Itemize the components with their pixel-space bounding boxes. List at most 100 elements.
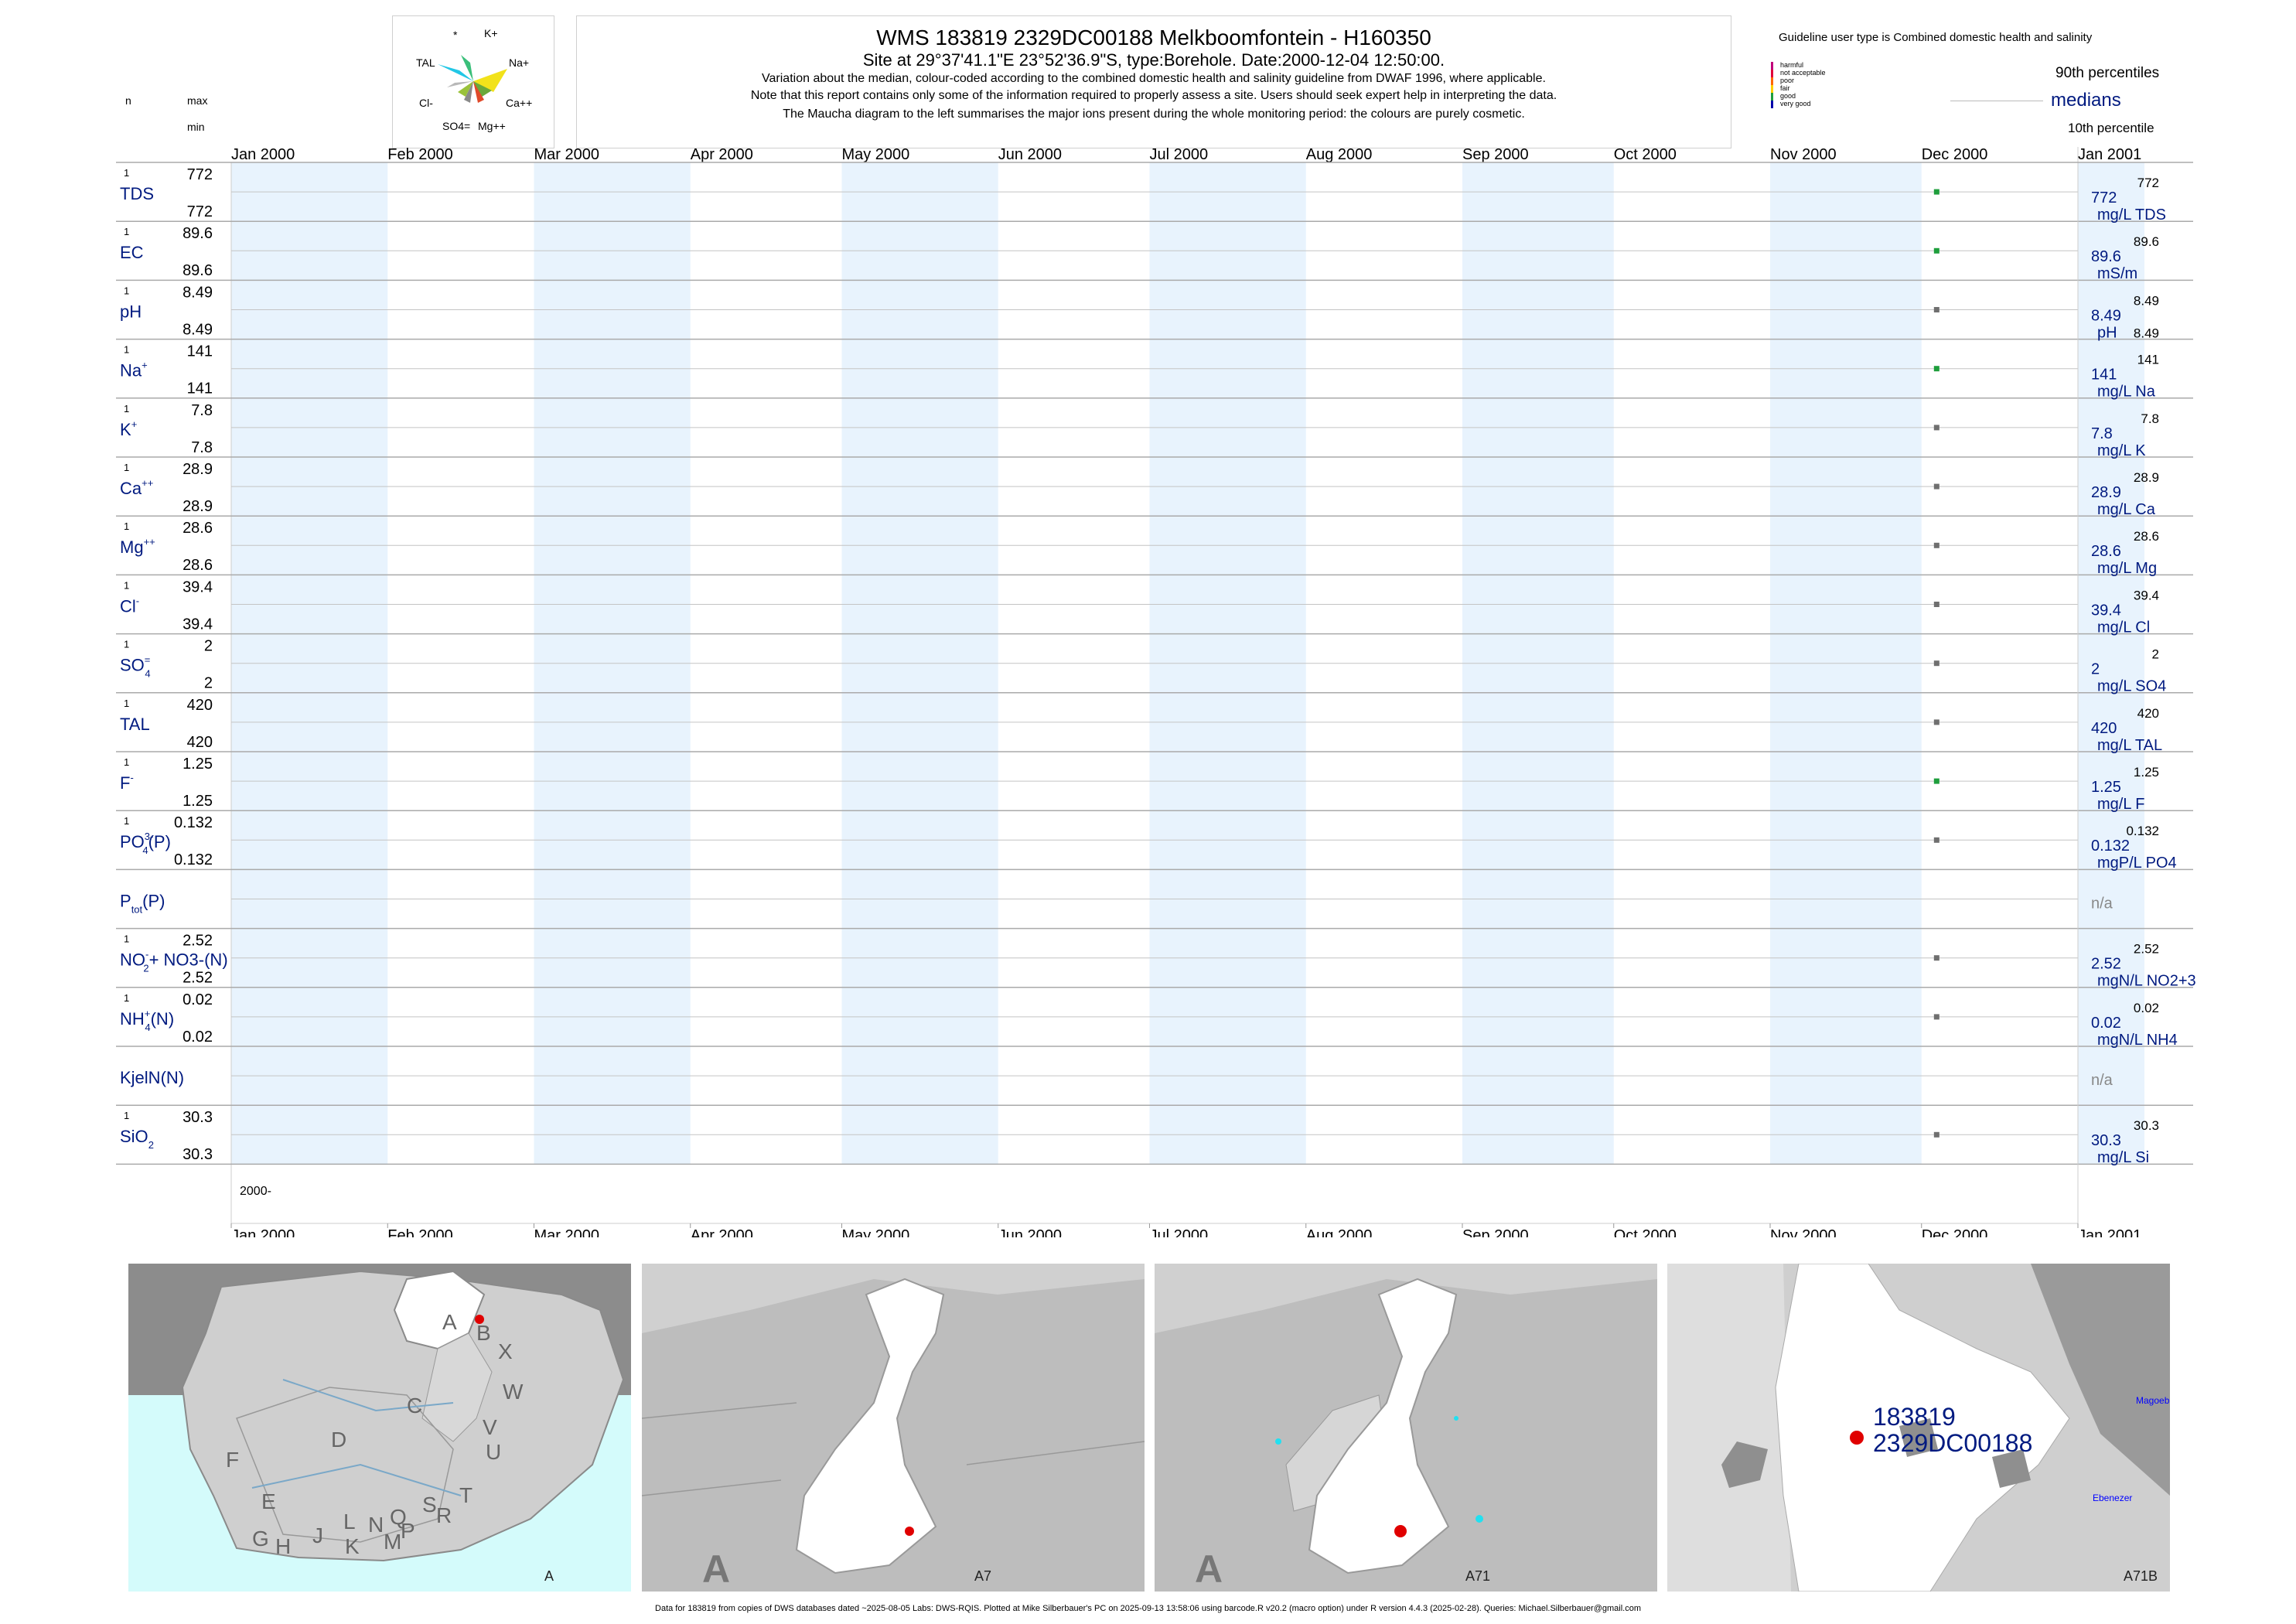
max-value: 2.52: [183, 933, 213, 950]
n-value: 1: [124, 698, 129, 709]
min-value: 1.25: [183, 793, 213, 810]
min-value: 8.49: [183, 321, 213, 338]
max-value: 2: [204, 638, 213, 655]
max-value: 8.49: [183, 284, 213, 301]
note-line: Note that this report contains only some…: [750, 89, 1557, 102]
p90-value: 28.6: [2134, 529, 2159, 544]
min-value: 28.9: [183, 498, 213, 515]
drainage-region-letter: M: [384, 1530, 402, 1554]
site-line: Site at 29°37'41.1"E 23°52'36.9"S, type:…: [862, 50, 1445, 70]
month-tick-label: Mar 2000: [534, 146, 599, 163]
unit-label: mgP/L PO4: [2097, 855, 2177, 872]
sample-point: [1933, 955, 1939, 961]
month-tick-label: Sep 2000: [1462, 146, 1529, 163]
min-value: 2.52: [183, 970, 213, 987]
min-value: 0.02: [183, 1029, 213, 1046]
n-header: n: [125, 94, 131, 107]
max-value: 772: [187, 166, 213, 183]
month-tick-label: Feb 2000: [387, 1227, 453, 1237]
month-tick-label: Nov 2000: [1770, 146, 1837, 163]
unit-label: mg/L SO4: [2097, 678, 2166, 695]
p90-value: 28.9: [2134, 470, 2159, 485]
unit-label: mS/m: [2097, 265, 2137, 282]
maucha-label: Ca++: [506, 97, 533, 109]
maucha-label: *: [453, 29, 458, 41]
p90-value: 2: [2152, 647, 2159, 662]
n-value: 1: [124, 520, 129, 532]
parameter-label: Na+: [120, 360, 148, 380]
maucha-glyph: [438, 55, 507, 103]
note-line: The Maucha diagram to the left summarise…: [783, 107, 1525, 121]
median-label: medians: [2051, 90, 2121, 111]
median-value: 2.52: [2091, 956, 2121, 973]
map-a71b: 183819 2329DC00188 Magoeb Ebenezer A71B: [1667, 1264, 2170, 1592]
parameter-label: Ca++: [120, 477, 153, 498]
p90-value: 30.3: [2134, 1118, 2159, 1133]
drainage-region-letter: R: [436, 1503, 452, 1527]
site-marker: [475, 1315, 484, 1324]
parameter-label: K+: [120, 418, 137, 439]
min-value: 7.8: [191, 439, 213, 456]
median-value: 0.132: [2091, 838, 2130, 855]
note-line: Variation about the median, colour-coded…: [762, 72, 1546, 85]
median-value: 89.6: [2091, 248, 2121, 265]
median-value: 39.4: [2091, 602, 2121, 619]
drainage-region-letter: H: [275, 1534, 292, 1558]
unit-label: mgN/L NO2+3: [2097, 973, 2196, 990]
maucha-label: Cl-: [419, 97, 433, 109]
month-tick-label: Jan 2001: [2078, 1227, 2141, 1237]
n-value: 1: [124, 462, 129, 473]
month-tick-label: Jan 2000: [231, 1227, 295, 1237]
map-code: A7: [974, 1568, 992, 1584]
month-tick-label: Oct 2000: [1614, 146, 1677, 163]
unit-label: mg/L TDS: [2097, 206, 2166, 223]
maucha-label: K+: [484, 27, 498, 39]
sample-point: [1933, 1014, 1939, 1020]
site-code-label: 2329DC00188: [1873, 1429, 2033, 1457]
n-value: 1: [124, 344, 129, 356]
min-value: 39.4: [183, 616, 213, 633]
min-value: 2: [204, 675, 213, 692]
p90-value: 8.49: [2134, 293, 2159, 308]
median-value: 141: [2091, 367, 2117, 384]
parameter-label: TDS: [120, 184, 154, 203]
month-tick-label: Dec 2000: [1922, 146, 1988, 163]
min-value: 772: [187, 203, 213, 220]
parameter-label: EC: [120, 243, 144, 262]
median-value: 2: [2091, 661, 2100, 678]
max-value: 7.8: [191, 402, 213, 419]
max-value: 28.9: [183, 461, 213, 478]
site-marker: [1394, 1525, 1407, 1537]
sample-point: [1933, 778, 1939, 784]
sample-point: [1933, 542, 1939, 548]
guideline-text: Guideline user type is Combined domestic…: [1779, 31, 2093, 44]
parameter-label: SO= 4: [120, 654, 151, 680]
report-title: WMS 183819 2329DC00188 Melkboomfontein -…: [876, 26, 1431, 49]
unit-label: mg/L Cl: [2097, 619, 2150, 636]
month-tick-label: Nov 2000: [1770, 1227, 1837, 1237]
maucha-label: Mg++: [478, 120, 506, 132]
min-value: 0.132: [174, 851, 213, 868]
map-code: A71: [1465, 1568, 1491, 1584]
p90-value: 89.6: [2134, 234, 2159, 249]
month-tick-label: Jul 2000: [1149, 146, 1208, 163]
median-value: 8.49: [2091, 307, 2121, 324]
drainage-region-letter: T: [459, 1483, 473, 1507]
month-tick-label: Jan 2000: [231, 146, 295, 163]
guideline-class-label: very good: [1780, 100, 1811, 107]
max-value: 1.25: [183, 756, 213, 773]
unit-label: mg/L Mg: [2097, 560, 2157, 577]
month-tick-label: Feb 2000: [387, 146, 453, 163]
map-code: A71B: [2124, 1568, 2158, 1584]
median-na: n/a: [2091, 895, 2113, 912]
parameter-label: KjelN(N): [120, 1068, 184, 1087]
guideline-class-swatch: [1771, 62, 1773, 70]
n-value: 1: [124, 403, 129, 415]
max-value: 0.132: [174, 814, 213, 831]
drainage-region-letter: W: [503, 1380, 524, 1404]
n-value: 1: [124, 815, 129, 827]
map-a71-graphic: [1155, 1264, 1657, 1592]
n-value: 1: [124, 992, 129, 1004]
maucha-label: Na+: [509, 56, 530, 69]
sample-point: [1933, 602, 1939, 607]
